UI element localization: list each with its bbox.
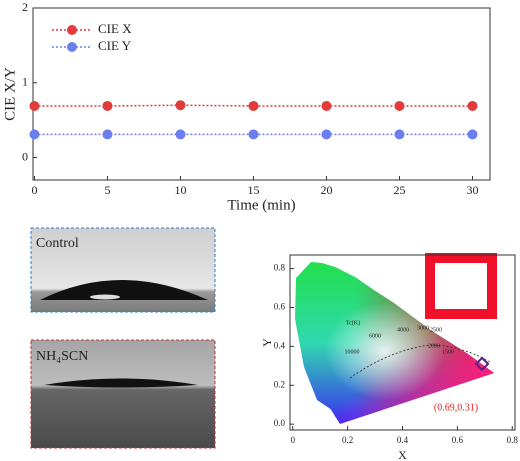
locus-label: 4000 [397,327,409,333]
photo-label: NH₄SCN [36,349,88,364]
locus-label: 10000 [345,349,360,355]
cie-gamut [295,253,497,424]
data-point [29,100,40,111]
data-point [175,129,186,140]
locus-label: 2000 [428,343,440,349]
data-point [248,100,259,111]
x-tick-label: 15 [247,183,259,197]
y-tick-label: 0.4 [274,340,286,350]
data-point [29,129,40,140]
y-tick-label: 0.8 [274,263,286,273]
photo-label: Control [36,236,79,251]
x-axis-label: X [398,448,407,461]
y-tick-label: 0.2 [274,379,285,389]
legend-label: CIE X [98,21,132,36]
locus-label: Tc(K) [346,319,360,326]
x-tick-label: 0 [31,183,37,197]
data-point [175,100,186,111]
data-point [102,100,113,111]
x-tick-label: 0.2 [342,435,353,445]
data-point [321,100,332,111]
y-tick-label: 2 [22,0,28,14]
photo-nh4scn [31,340,215,448]
locus-label: 3000 [417,325,429,331]
data-point [102,129,113,140]
photo-border [30,339,216,449]
highlight [90,294,120,300]
x-tick-label: 0.6 [452,435,464,445]
data-point [394,100,405,111]
x-tick-label: 5 [104,183,110,197]
plot-frame [32,7,491,181]
x-tick-label: 0 [290,435,295,445]
x-axis-label: Time (min) [227,197,295,213]
legend-marker [67,25,77,35]
x-tick-label: 20 [320,183,332,197]
planckian-locus [349,344,491,379]
locus-label: 2500 [430,327,442,333]
photo-panels: Control NH₄SCN [30,227,216,449]
data-point [467,129,478,140]
x-tick-label: 0.4 [397,435,409,445]
data-point [321,129,332,140]
x-tick-label: 10 [174,183,186,197]
x-tick-label: 0.8 [507,435,519,445]
y-tick-label: 1 [22,75,28,89]
data-point [474,356,490,372]
locus-shade [295,262,494,424]
photo-border [30,227,216,313]
y-tick-label: 0 [22,149,28,163]
x-tick-label: 30 [466,183,478,197]
legend-label: CIE Y [98,38,132,53]
y-tick-label: 0.0 [274,418,286,428]
data-point [394,129,405,140]
y-tick-label: 0.6 [274,302,286,312]
x-tick-label: 25 [393,183,405,197]
locus-label: 1500 [442,349,454,355]
color-swatch [425,253,497,319]
data-point [248,129,259,140]
data-point [467,100,478,111]
droplet [44,378,198,388]
droplet [40,280,208,300]
legend-marker [67,42,77,52]
locus-label: 6000 [369,333,381,339]
y-axis-label: Y [260,338,274,347]
annotation: (0.69,0.31) [434,402,478,413]
y-axis-label: CIE X/Y [2,67,18,121]
